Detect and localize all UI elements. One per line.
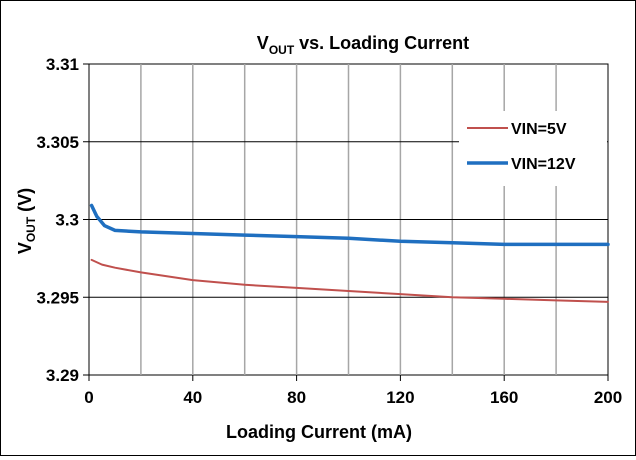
y-axis-title: VOUT (V) — [15, 188, 38, 254]
legend-label-vin-12v: VIN=12V — [511, 156, 576, 173]
x-tick-label: 160 — [490, 388, 518, 407]
legend-label-vin-5v: VIN=5V — [511, 121, 567, 138]
x-tick-label: 200 — [594, 388, 622, 407]
legend: VIN=5V VIN=12V — [459, 111, 607, 186]
chart-title-sub: OUT — [269, 43, 295, 57]
x-tick-label: 120 — [386, 388, 414, 407]
series-line-vin-12v — [89, 203, 610, 247]
x-tick-label: 80 — [287, 388, 306, 407]
x-tick-label: 40 — [183, 388, 202, 407]
y-tick-label: 3.295 — [36, 288, 79, 307]
y-tick-label: 3.29 — [46, 366, 79, 385]
x-axis-title: Loading Current (mA) — [226, 422, 412, 442]
y-tick-label: 3.3 — [55, 211, 79, 230]
x-tick-label: 0 — [84, 388, 93, 407]
tick-label-layer: 3.29 3.295 3.3 3.305 3.31 0 40 80 120 160 200 — [36, 55, 622, 407]
y-axis-title-rest: (V) — [15, 188, 35, 217]
y-tick-label: 3.305 — [36, 133, 79, 152]
series-line-vin-5v — [90, 258, 609, 303]
y-axis-title-sub: OUT — [24, 216, 38, 242]
chart-title-rest: vs. Loading Current — [294, 33, 469, 53]
legend-background — [459, 111, 607, 186]
chart-title-main: V — [257, 33, 269, 53]
y-axis-title-main: V — [15, 242, 35, 254]
grid-layer — [89, 64, 608, 375]
series-layer — [89, 203, 610, 303]
chart-title: VOUT vs. Loading Current — [257, 33, 469, 57]
y-tick-label: 3.31 — [46, 55, 79, 74]
